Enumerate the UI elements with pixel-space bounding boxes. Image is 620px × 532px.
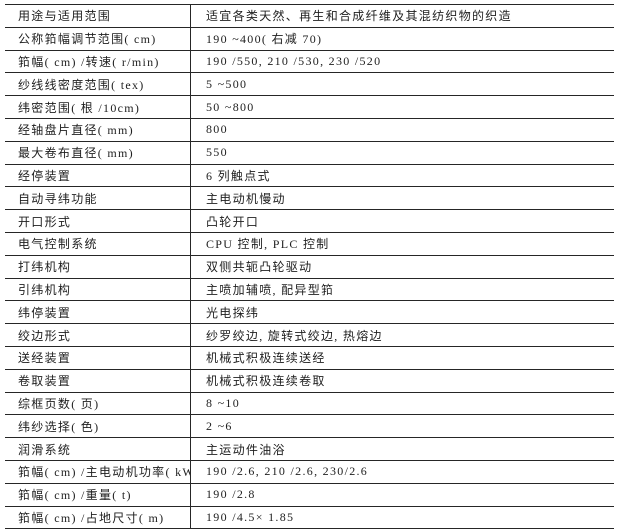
table-row: 纬纱选择( 色) 2 ~6 [5, 415, 614, 439]
spec-label: 筘幅( cm) /占地尺寸( m) [18, 510, 165, 525]
table-row: 筘幅( cm) /占地尺寸( m) 190 /4.5× 1.85 [5, 506, 614, 530]
spec-value: 双侧共轭凸轮驱动 [190, 255, 614, 278]
spec-value: 适宜各类天然、再生和合成纤维及其混纺织物的织造 [190, 5, 614, 27]
table-row: 经停装置 6 列触点式 [5, 164, 614, 188]
spec-label: 自动寻纬功能 [18, 191, 98, 206]
spec-value: 190 /2.8 [190, 483, 614, 506]
table-row: 筘幅( cm) /重量( t) 190 /2.8 [5, 483, 614, 507]
spec-value: 2 ~6 [190, 415, 614, 438]
spec-value: 5 ~500 [190, 73, 614, 96]
table-row: 用途与适用范围 适宜各类天然、再生和合成纤维及其混纺织物的织造 [5, 5, 614, 28]
table-row: 电气控制系统 CPU 控制, PLC 控制 [5, 232, 614, 256]
spec-value: 190 ~400( 右减 70) [190, 27, 614, 50]
spec-label: 经轴盘片直径( mm) [18, 123, 134, 138]
table-row: 综框页数( 页) 8 ~10 [5, 392, 614, 416]
table-row: 筘幅( cm) /主电动机功率( kW) 190 /2.6, 210 /2.6,… [5, 460, 614, 484]
table-row: 筘幅( cm) /转速( r/min) 190 /550, 210 /530, … [5, 50, 614, 74]
spec-label: 公称筘幅调节范围( cm) [18, 32, 157, 47]
spec-value: CPU 控制, PLC 控制 [190, 232, 614, 255]
spec-label: 卷取装置 [18, 374, 72, 389]
spec-value: 机械式积极连续卷取 [190, 369, 614, 392]
table-row: 开口形式 凸轮开口 [5, 210, 614, 233]
spec-value: 主电动机慢动 [190, 187, 614, 210]
table-row: 纬密范围( 根 /10cm) 50 ~800 [5, 96, 614, 119]
table-row: 最大卷布直径( mm) 550 [5, 141, 614, 165]
spec-label: 筘幅( cm) /转速( r/min) [18, 54, 160, 69]
table-row: 自动寻纬功能 主电动机慢动 [5, 187, 614, 211]
spec-label: 综框页数( 页) [18, 396, 100, 411]
spec-value: 光电探纬 [190, 301, 614, 324]
spec-label: 筘幅( cm) /重量( t) [18, 488, 132, 503]
spec-label: 绞边形式 [18, 328, 72, 343]
table-row: 打纬机构 双侧共轭凸轮驱动 [5, 255, 614, 279]
spec-value: 800 [190, 118, 614, 141]
spec-value: 凸轮开口 [190, 210, 614, 232]
table-row: 纱线线密度范围( tex) 5 ~500 [5, 73, 614, 97]
spec-label: 纱线线密度范围( tex) [18, 77, 145, 92]
table-row: 卷取装置 机械式积极连续卷取 [5, 369, 614, 393]
spec-value: 190 /4.5× 1.85 [190, 506, 614, 529]
spec-value: 机械式积极连续送经 [190, 346, 614, 369]
spec-label: 引纬机构 [18, 282, 72, 297]
spec-label: 纬纱选择( 色) [18, 419, 100, 434]
table-row: 纬停装置 光电探纬 [5, 301, 614, 325]
spec-value: 8 ~10 [190, 392, 614, 415]
spec-label: 润滑系统 [18, 442, 72, 457]
table-row: 绞边形式 纱罗绞边, 旋转式绞边, 热熔边 [5, 324, 614, 347]
spec-label: 电气控制系统 [18, 237, 98, 252]
spec-table: 用途与适用范围 适宜各类天然、再生和合成纤维及其混纺织物的织造 公称筘幅调节范围… [5, 4, 614, 530]
table-row: 润滑系统 主运动件油浴 [5, 438, 614, 461]
spec-label: 最大卷布直径( mm) [18, 146, 134, 161]
spec-value: 190 /2.6, 210 /2.6, 230/2.6 [190, 460, 614, 483]
spec-value: 50 ~800 [190, 96, 614, 118]
spec-value: 550 [190, 141, 614, 164]
spec-label: 纬密范围( 根 /10cm) [18, 100, 141, 115]
spec-label: 经停装置 [18, 168, 72, 183]
table-row: 经轴盘片直径( mm) 800 [5, 118, 614, 142]
spec-label: 纬停装置 [18, 305, 72, 320]
spec-label: 送经装置 [18, 351, 72, 366]
spec-label: 筘幅( cm) /主电动机功率( kW) [18, 465, 190, 480]
spec-label: 开口形式 [18, 214, 72, 229]
spec-label: 用途与适用范围 [18, 9, 112, 24]
spec-label: 打纬机构 [18, 260, 72, 275]
spec-value: 纱罗绞边, 旋转式绞边, 热熔边 [190, 324, 614, 346]
spec-value: 6 列触点式 [190, 164, 614, 187]
spec-value: 主喷加辅喷, 配异型筘 [190, 278, 614, 301]
table-row: 送经装置 机械式积极连续送经 [5, 346, 614, 370]
table-row: 公称筘幅调节范围( cm) 190 ~400( 右减 70) [5, 27, 614, 51]
spec-value: 190 /550, 210 /530, 230 /520 [190, 50, 614, 73]
spec-value: 主运动件油浴 [190, 438, 614, 460]
table-row: 引纬机构 主喷加辅喷, 配异型筘 [5, 278, 614, 302]
